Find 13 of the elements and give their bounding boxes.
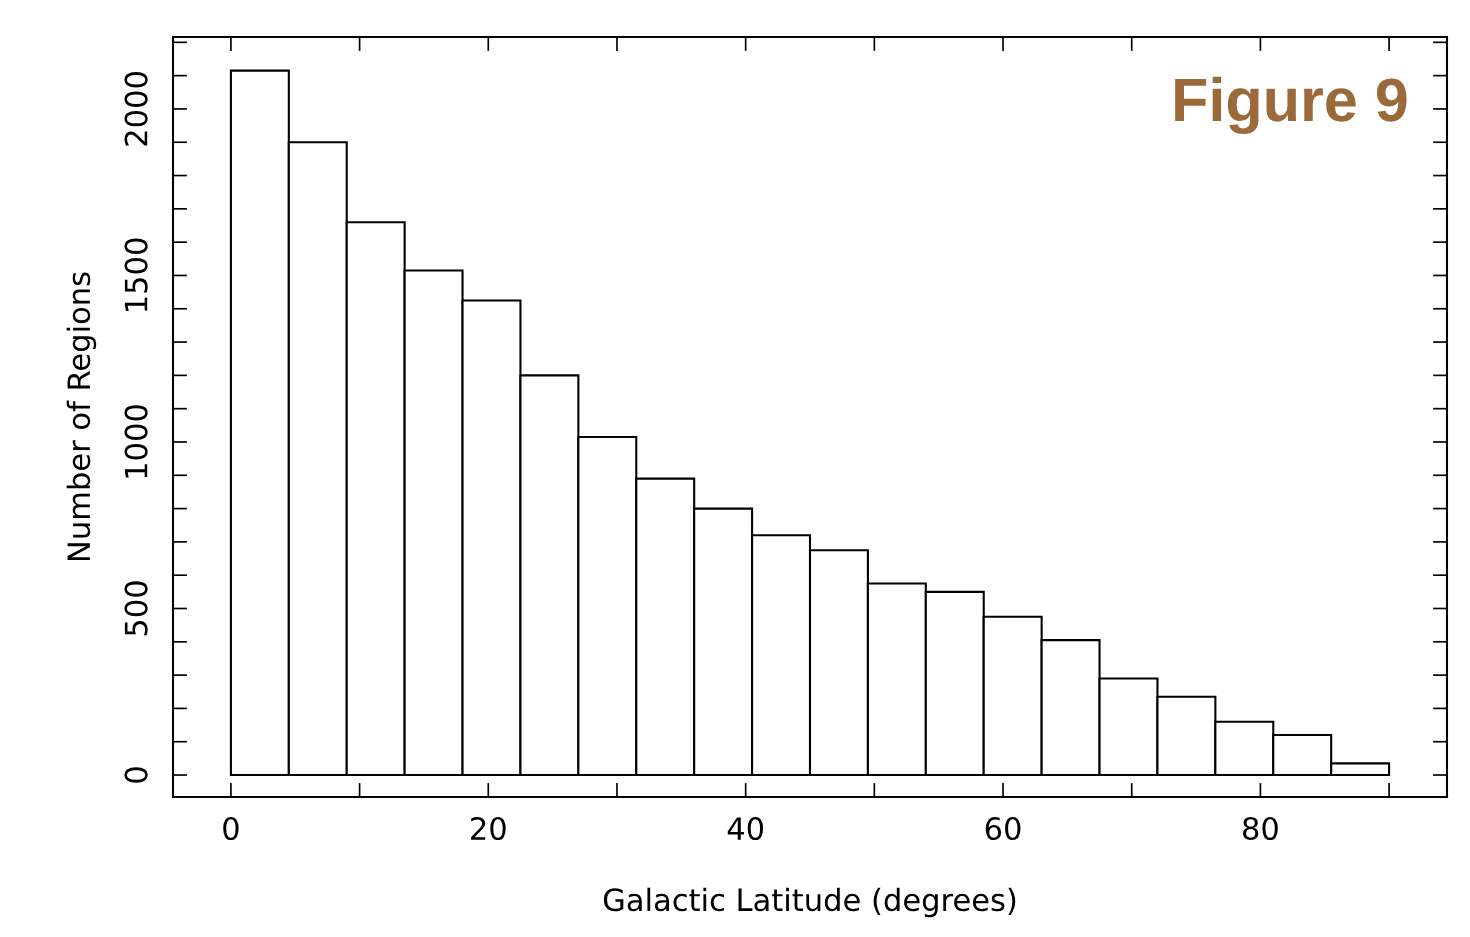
y-tick-label: 500 [124, 581, 148, 636]
x-tick-label: 80 [1243, 816, 1278, 841]
x-tick-label: 60 [985, 816, 1021, 841]
x-axis-title: Galactic Latitude (degrees) [603, 887, 1016, 918]
y-axis-title: Number of Regions [66, 272, 97, 561]
y-tick-label: 1500 [124, 238, 148, 311]
x-tick-label: 0 [223, 816, 239, 841]
x-tick-label: 40 [727, 816, 764, 841]
annotation: Figure 9 [1175, 76, 1407, 135]
y-tick-label: 0 [124, 767, 148, 783]
y-tick-label: 2000 [124, 72, 148, 146]
y-tick-label: 1000 [124, 405, 148, 478]
x-tick-label: 20 [471, 816, 506, 841]
